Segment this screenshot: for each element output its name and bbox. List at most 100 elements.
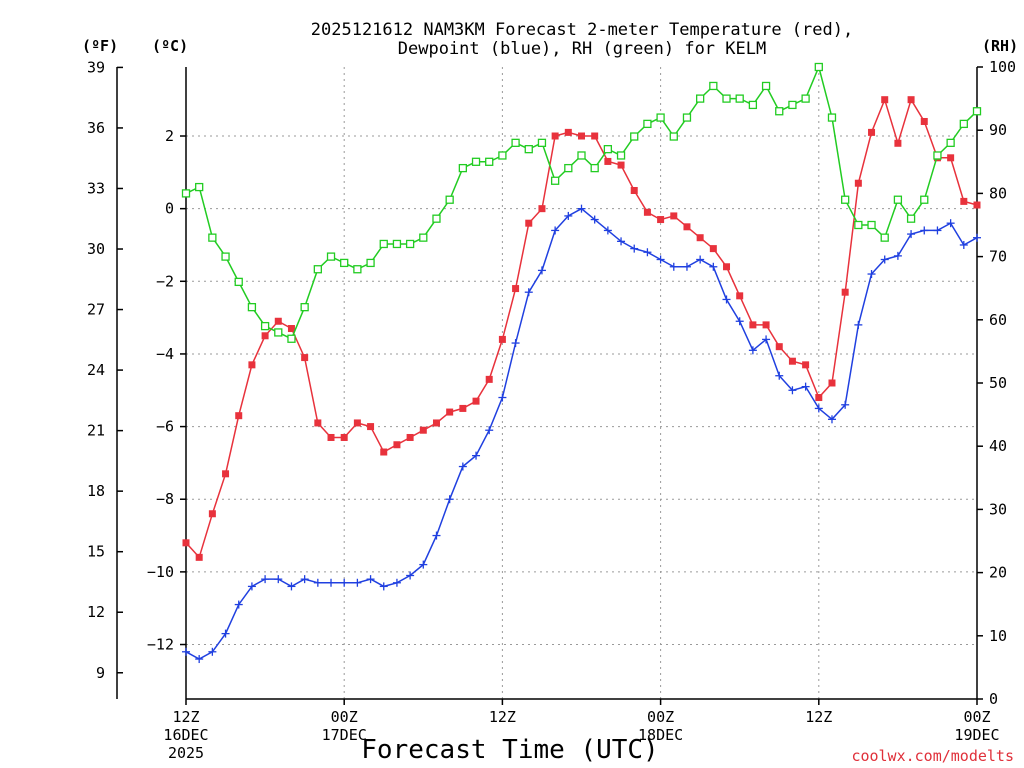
dewpoint-point	[577, 204, 586, 213]
dewpoint-point	[854, 320, 863, 329]
x-tick-label-date: 18DEC	[638, 726, 683, 744]
dewpoint-point	[406, 571, 415, 580]
dewpoint-point	[933, 226, 942, 235]
temperature-point	[815, 394, 823, 402]
fahrenheit-tick-label: 24	[87, 361, 105, 379]
x-tick-label-time: 00Z	[647, 708, 674, 726]
dewpoint-point	[643, 248, 652, 257]
rh-point	[550, 176, 560, 185]
dewpoint-point	[973, 233, 981, 242]
dewpoint-point	[590, 215, 599, 224]
rh-point	[419, 233, 428, 242]
temperature-point	[841, 288, 849, 296]
temperature-point	[683, 223, 691, 231]
rh-tick-label: 50	[989, 374, 1007, 392]
rh-tick-label: 20	[989, 564, 1007, 582]
rh-point	[972, 107, 982, 116]
rh-point	[195, 182, 204, 192]
dewpoint-point	[630, 244, 639, 253]
dewpoint-point	[735, 317, 744, 326]
temperature-point	[617, 161, 625, 169]
rh-tick-label: 100	[989, 58, 1016, 76]
rh-point	[208, 233, 217, 242]
dewpoint-point	[247, 582, 256, 591]
rh-point	[735, 94, 744, 103]
temperature-point	[340, 433, 348, 441]
dewpoint-point	[498, 393, 507, 402]
temperature-point	[459, 404, 467, 412]
dewpoint-point	[722, 295, 731, 304]
dewpoint-point	[511, 339, 520, 348]
celsius-unit-label: (ºC)	[152, 37, 188, 55]
rh-point	[471, 157, 481, 166]
dewpoint-point	[801, 382, 810, 391]
dewpoint-point	[656, 255, 665, 264]
rh-point	[458, 163, 468, 173]
temperature-point	[643, 208, 651, 216]
rh-point	[630, 132, 639, 141]
dewpoint-point	[208, 647, 217, 656]
fahrenheit-tick-label: 21	[87, 422, 105, 440]
temperature-point	[604, 157, 612, 165]
dewpoint-point	[696, 255, 705, 264]
rh-point	[748, 100, 758, 110]
dewpoint-point	[788, 386, 797, 395]
rh-point	[353, 265, 362, 274]
temperature-point	[591, 132, 599, 140]
rh-point	[656, 113, 665, 122]
series-group-1	[182, 204, 981, 664]
rh-point	[761, 81, 771, 91]
temperature-point	[235, 412, 243, 420]
rh-tick-label: 90	[989, 121, 1007, 139]
celsius-tick-label: −6	[156, 418, 174, 436]
data-series	[181, 62, 982, 664]
dewpoint-point	[603, 226, 612, 235]
rh-tick-label: 0	[989, 690, 998, 708]
series-line-2	[185, 64, 978, 340]
temperature-point	[723, 263, 731, 271]
dewpoint-point	[537, 266, 546, 275]
rh-tick-label: 10	[989, 627, 1007, 645]
rh-point	[432, 214, 441, 223]
dewpoint-point	[841, 400, 850, 409]
fahrenheit-tick-label: 18	[87, 482, 105, 500]
fahrenheit-unit-label: (ºF)	[82, 37, 118, 55]
celsius-tick-label: −10	[147, 563, 174, 581]
dewpoint-point	[669, 262, 678, 271]
temperature-point	[182, 539, 190, 547]
dewpoint-point	[564, 211, 573, 220]
rh-point	[498, 151, 507, 160]
temperature-point	[287, 325, 295, 333]
axes	[116, 66, 983, 705]
dewpoint-point	[617, 237, 626, 246]
rh-point	[643, 119, 652, 129]
rh-point	[603, 145, 613, 154]
grid-lines	[186, 67, 977, 699]
temperature-point	[802, 361, 810, 369]
temperature-point	[393, 441, 401, 449]
rh-point	[313, 265, 322, 274]
rh-point	[564, 163, 573, 173]
fahrenheit-tick-label: 27	[87, 301, 105, 319]
dewpoint-point	[313, 578, 322, 587]
rh-point	[260, 321, 270, 331]
rh-point	[775, 107, 784, 116]
dewpoint-point	[762, 335, 771, 344]
temperature-point	[314, 419, 322, 427]
fahrenheit-tick-label: 33	[87, 179, 105, 197]
rh-point	[590, 163, 599, 173]
series-group-2	[181, 62, 982, 343]
rh-point	[788, 100, 797, 110]
temperature-point	[920, 117, 928, 125]
series-line-1	[185, 207, 978, 660]
x-tick-label-year: 2025	[168, 744, 204, 762]
series-group-0	[182, 96, 981, 561]
temperature-point	[367, 423, 375, 431]
rh-point	[511, 138, 520, 147]
rh-point	[920, 195, 929, 204]
credit-link[interactable]: coolwx.com/modelts	[851, 747, 1014, 765]
temperature-point	[894, 139, 902, 147]
rh-point	[946, 138, 955, 147]
rh-point	[854, 220, 863, 230]
x-tick-label-time: 12Z	[172, 708, 199, 726]
